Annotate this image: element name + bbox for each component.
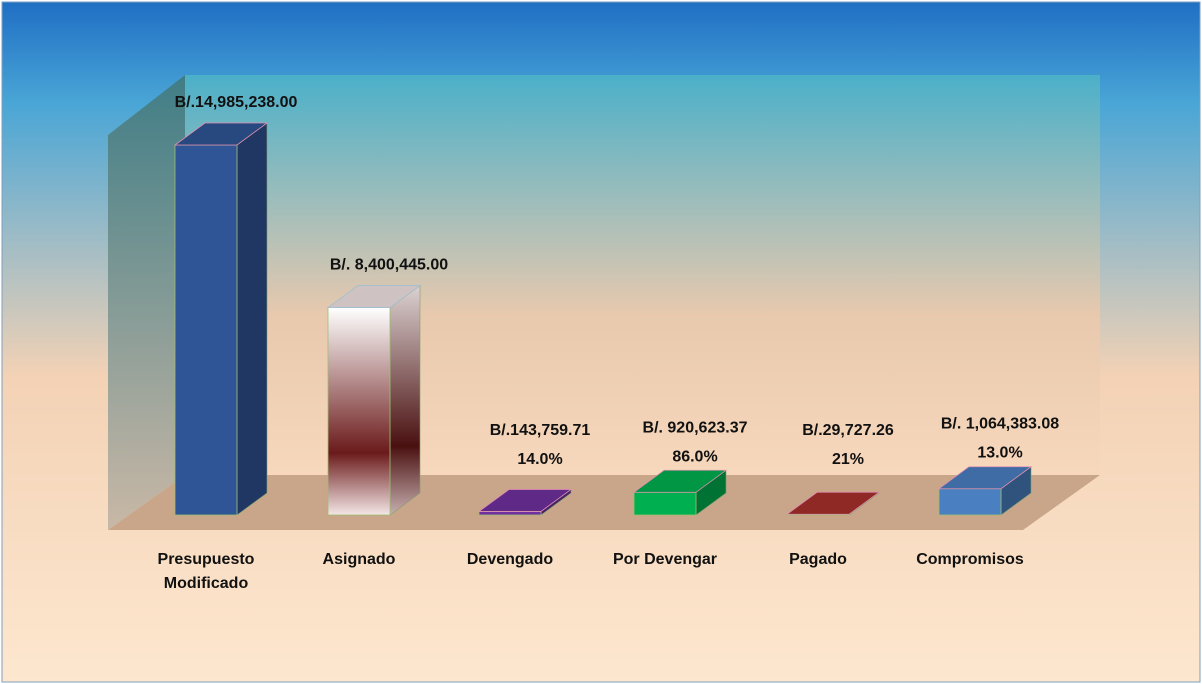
bar-top xyxy=(173,122,269,146)
bar-top xyxy=(477,489,573,512)
x-tick-label: Devengado xyxy=(466,551,554,568)
bar xyxy=(937,466,1033,516)
bar-front xyxy=(174,144,238,516)
x-tick-label: Por Devengar xyxy=(612,551,718,568)
value-label: B/. 920,623.37 xyxy=(643,419,748,436)
x-tick-label: Pagado xyxy=(789,551,847,568)
bar-top xyxy=(937,466,1033,490)
bar-top xyxy=(632,469,728,493)
bar xyxy=(477,488,573,516)
x-tick-label: Asignado xyxy=(322,551,396,568)
bar-top xyxy=(785,491,881,515)
value-label: B/.14,985,238.00 xyxy=(175,94,298,111)
bar-top xyxy=(326,285,422,308)
x-tick-label: Compromisos xyxy=(916,551,1024,568)
bar-side xyxy=(389,284,421,516)
bar xyxy=(785,491,881,516)
value-label: B/.29,727.26 xyxy=(802,422,894,439)
bar-front xyxy=(327,307,391,516)
bar-front xyxy=(633,491,697,516)
value-label: B/.143,759.71 xyxy=(490,422,591,439)
bar xyxy=(173,122,269,516)
percent-label: 86.0% xyxy=(672,448,717,465)
value-label: B/. 8,400,445.00 xyxy=(330,257,448,274)
bar xyxy=(326,284,422,516)
value-label: B/. 1,064,383.08 xyxy=(941,416,1059,433)
bar-front xyxy=(478,511,542,516)
side-wall xyxy=(108,75,185,530)
bar-front xyxy=(938,488,1002,516)
bar-side xyxy=(236,122,268,516)
percent-label: 14.0% xyxy=(517,451,562,468)
percent-label: 21% xyxy=(832,451,864,468)
percent-label: 13.0% xyxy=(977,445,1022,462)
x-tick-label: Presupuesto Modificado xyxy=(157,551,255,592)
bar xyxy=(632,469,728,516)
